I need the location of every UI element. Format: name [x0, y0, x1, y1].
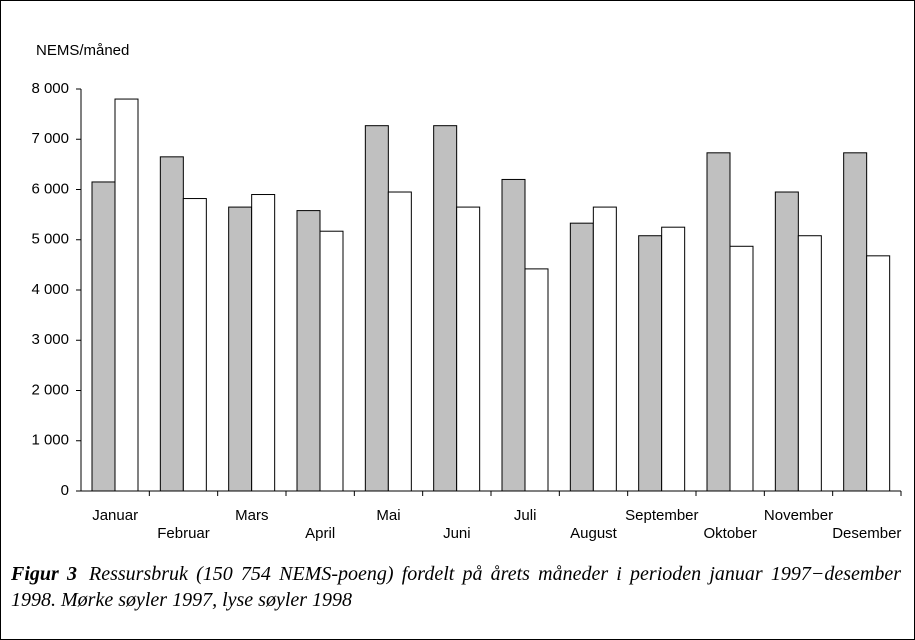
y-tick-label: 4 000 [31, 281, 69, 298]
x-tick-label: Desember [832, 525, 901, 542]
bar [114, 98, 139, 492]
x-tick-label: Juni [443, 525, 471, 542]
bar [91, 181, 116, 492]
y-tick-label: 2 000 [31, 381, 69, 398]
x-tick-label: September [625, 507, 698, 524]
x-tick-label: Mars [235, 507, 268, 524]
bar [729, 245, 754, 492]
y-axis-title: NEMS/måned [36, 42, 129, 59]
bar [569, 222, 594, 492]
x-tick-label: April [305, 525, 335, 542]
bar [661, 226, 686, 492]
y-tick-label: 0 [61, 482, 69, 499]
bar [866, 255, 891, 492]
bar [638, 235, 663, 492]
y-tick-label: 1 000 [31, 432, 69, 449]
bar [843, 152, 868, 492]
bar [706, 152, 731, 492]
y-tick-label: 6 000 [31, 180, 69, 197]
bar [797, 235, 822, 492]
chart: NEMS/måned 0 1 000 2 000 3 000 4 000 5 000 6 0… [31, 42, 902, 542]
figure-label: Figur 3 [11, 563, 77, 585]
x-tick-label: Mai [376, 507, 400, 524]
bar [774, 191, 799, 492]
bar [251, 194, 276, 492]
y-tick-label: 3 000 [31, 331, 69, 348]
bar [364, 125, 389, 492]
x-tick-label: August [570, 525, 618, 542]
y-tick-label: 7 000 [31, 130, 69, 147]
caption: Figur 3 Ressursbruk (150 754 NEMS-poeng) … [11, 561, 901, 613]
bar [433, 125, 458, 492]
bar [159, 156, 184, 492]
bar [182, 198, 207, 492]
bar [387, 191, 412, 492]
bar [592, 206, 617, 492]
x-tick-label: Februar [157, 525, 210, 542]
caption-text: Ressursbruk (150 754 NEMS-poeng) fordelt… [11, 563, 901, 611]
y-tick-label: 5 000 [31, 231, 69, 248]
bar [456, 206, 481, 492]
bar [296, 210, 321, 492]
x-tick-label: Oktober [703, 525, 756, 542]
y-tick-label: 8 000 [31, 80, 69, 97]
x-tick-label: Januar [92, 507, 138, 524]
bar [228, 206, 253, 492]
bar [501, 178, 526, 492]
bar [524, 268, 549, 492]
x-tick-label: Juli [514, 507, 537, 524]
bar [319, 230, 344, 492]
x-tick-label: November [764, 507, 833, 524]
